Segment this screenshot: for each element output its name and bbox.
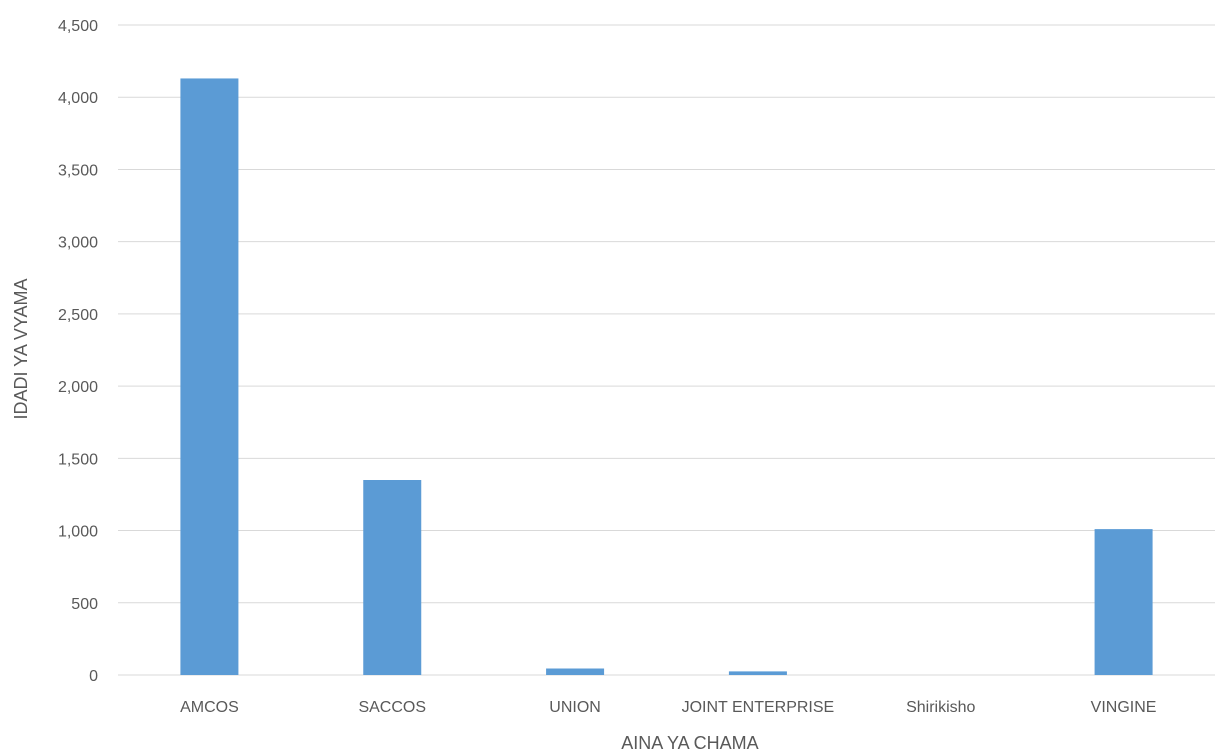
y-tick-label: 2,500	[58, 307, 98, 324]
y-tick-label: 4,500	[58, 18, 98, 35]
bar-joint-enterprise	[728, 671, 787, 675]
bar-amcos	[180, 78, 239, 675]
x-tick-label: AMCOS	[180, 699, 239, 716]
x-tick-label: VINGINE	[1091, 699, 1157, 716]
y-tick-labels: 0 500 1,000 1,500 2,000 2,500 3,000 3,500 4,000 4…	[58, 18, 98, 685]
bar-vingine	[1094, 529, 1153, 675]
y-tick-label: 2,000	[58, 379, 98, 396]
y-tick-label: 4,000	[58, 90, 98, 107]
bar-saccos	[363, 480, 422, 675]
x-tick-label: JOINT ENTERPRISE	[682, 699, 835, 716]
y-tick-label: 1,000	[58, 524, 98, 541]
x-tick-labels: AMCOS SACCOS UNION JOINT ENTERPRISE Shirikis…	[180, 699, 1156, 716]
y-tick-label: 500	[71, 596, 98, 613]
bar-union	[546, 668, 605, 675]
y-tick-label: 0	[89, 668, 98, 685]
gridlines	[118, 24, 1215, 676]
x-tick-label: SACCOS	[358, 699, 426, 716]
y-tick-label: 1,500	[58, 451, 98, 468]
y-axis-title: IDADI YA VYAMA	[11, 278, 31, 419]
y-tick-label: 3,000	[58, 235, 98, 252]
bars	[180, 78, 1153, 675]
x-axis-title: AINA YA CHAMA	[621, 733, 758, 753]
y-tick-label: 3,500	[58, 162, 98, 179]
x-tick-label: Shirikisho	[906, 699, 975, 716]
x-tick-label: UNION	[549, 699, 601, 716]
